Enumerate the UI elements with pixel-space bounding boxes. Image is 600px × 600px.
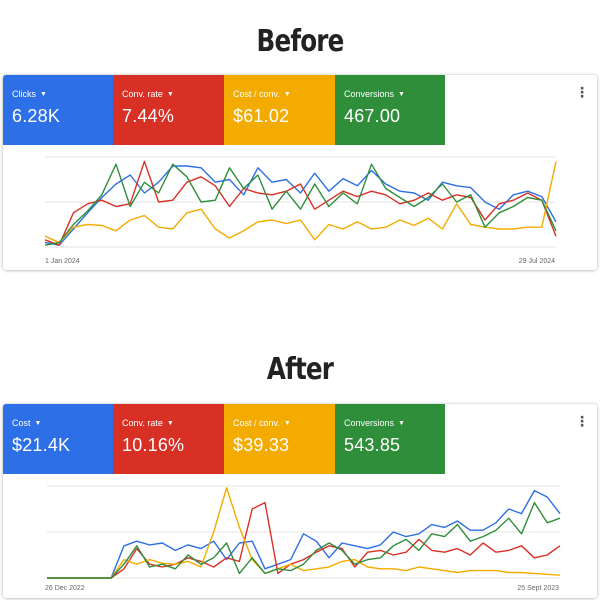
before-series-line-0 — [44, 165, 557, 246]
before-metric-tile-conv-rate[interactable]: Conv. rate ▼ 7.44% — [113, 75, 224, 145]
x-axis-start-label: 26 Dec 2022 — [45, 585, 85, 592]
dropdown-caret-icon: ▼ — [398, 90, 405, 98]
metric-label-row: Cost ▼ — [12, 418, 113, 428]
metric-label: Conversions — [344, 89, 395, 99]
after-metric-tile-conv-rate[interactable]: Conv. rate ▼ 10.16% — [113, 404, 224, 474]
metric-value: $61.02 — [233, 106, 290, 126]
metric-label: Conversions — [344, 418, 395, 428]
after-series-line-0 — [47, 489, 561, 579]
before-metric-tiles: Clicks ▼ 6.28K Conv. rate ▼ 7.44% Cost / c… — [3, 75, 445, 145]
dropdown-caret-icon: ▼ — [283, 90, 291, 98]
dropdown-caret-icon: ▼ — [398, 419, 405, 427]
more-options-icon[interactable]: ⋮ — [575, 413, 589, 429]
metric-value: 6.28K — [12, 106, 61, 126]
metric-label: Cost — [12, 418, 31, 428]
dropdown-caret-icon: ▼ — [283, 419, 291, 427]
dropdown-caret-icon: ▼ — [34, 419, 42, 427]
before-series-line-3 — [44, 163, 557, 246]
after-series-line-2 — [47, 487, 561, 579]
before-line-chart: 1 Jan 2024 29 Jul 2024 — [44, 156, 557, 265]
metric-value: $21.4K — [12, 435, 71, 455]
after-series-line-1 — [47, 501, 561, 579]
after-metric-tile-cost-per-conv[interactable]: Cost / conv. ▼ $39.33 — [224, 404, 335, 474]
dropdown-caret-icon: ▼ — [166, 90, 174, 98]
after-line-chart: 26 Dec 2022 25 Sept 2023 — [45, 485, 561, 592]
metric-label-row: Conversions ▼ — [344, 89, 445, 99]
metric-label-row: Conv. rate ▼ — [122, 89, 224, 99]
dropdown-caret-icon: ▼ — [166, 419, 174, 427]
metric-label-row: Clicks ▼ — [12, 89, 113, 99]
metric-label: Conv. rate — [122, 418, 163, 428]
x-axis-end-label: 25 Sept 2023 — [517, 585, 559, 592]
metric-value: 10.16% — [122, 435, 185, 455]
metric-value: 467.00 — [344, 106, 401, 126]
metric-label: Conv. rate — [122, 89, 163, 99]
metric-value: 7.44% — [122, 106, 175, 126]
before-metric-tile-clicks[interactable]: Clicks ▼ 6.28K — [3, 75, 113, 145]
after-metric-tiles: Cost ▼ $21.4K Conv. rate ▼ 10.16% Cost / c… — [3, 404, 445, 474]
before-series-line-1 — [44, 160, 557, 246]
metric-label-row: Conv. rate ▼ — [122, 418, 224, 428]
metric-label: Clicks — [12, 89, 36, 99]
x-axis-start-label: 1 Jan 2024 — [45, 258, 80, 265]
after-metric-tile-cost[interactable]: Cost ▼ $21.4K — [3, 404, 113, 474]
before-series-line-2 — [44, 161, 557, 244]
metric-label: Cost / conv. — [233, 418, 280, 428]
more-options-icon[interactable]: ⋮ — [575, 84, 589, 100]
x-axis-end-label: 29 Jul 2024 — [519, 258, 555, 265]
metric-value: 543.85 — [344, 435, 401, 455]
metric-value: $39.33 — [233, 435, 290, 455]
metric-label-row: Cost / conv. ▼ — [233, 418, 335, 428]
before-heading: Before — [256, 24, 345, 59]
metric-label: Cost / conv. — [233, 89, 280, 99]
before-performance-card: Clicks ▼ 6.28K Conv. rate ▼ 7.44% Cost / c… — [3, 75, 597, 270]
dropdown-caret-icon: ▼ — [40, 90, 47, 98]
before-metric-tile-cost-per-conv[interactable]: Cost / conv. ▼ $61.02 — [224, 75, 335, 145]
after-heading: After — [266, 352, 334, 387]
after-series-line-3 — [47, 501, 561, 579]
metric-label-row: Cost / conv. ▼ — [233, 89, 335, 99]
after-performance-card: Cost ▼ $21.4K Conv. rate ▼ 10.16% Cost / c… — [3, 404, 597, 598]
after-metric-tile-conversions[interactable]: Conversions ▼ 543.85 — [335, 404, 445, 474]
before-metric-tile-conversions[interactable]: Conversions ▼ 467.00 — [335, 75, 445, 145]
metric-label-row: Conversions ▼ — [344, 418, 445, 428]
